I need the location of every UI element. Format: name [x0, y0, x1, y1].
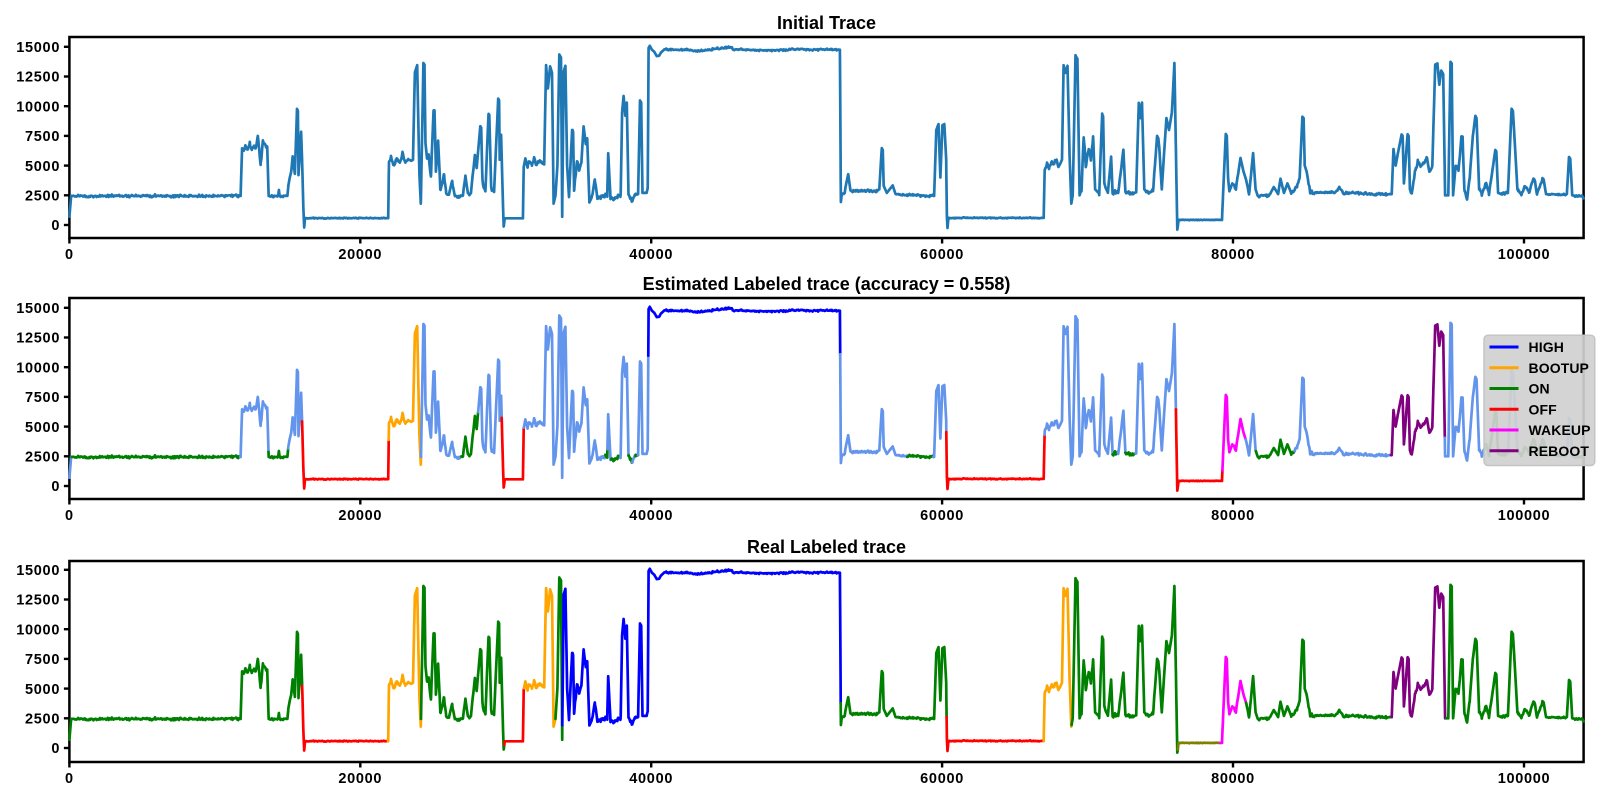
svg-text:0: 0: [65, 247, 74, 263]
svg-text:15000: 15000: [16, 40, 60, 56]
svg-text:100000: 100000: [1498, 508, 1551, 524]
svg-text:20000: 20000: [338, 508, 382, 524]
svg-text:80000: 80000: [1211, 508, 1255, 524]
svg-text:10000: 10000: [16, 99, 60, 115]
svg-text:0: 0: [65, 771, 74, 787]
svg-text:2500: 2500: [25, 450, 60, 466]
svg-text:100000: 100000: [1498, 247, 1551, 263]
svg-text:0: 0: [51, 479, 60, 495]
svg-text:ON: ON: [1529, 381, 1550, 397]
svg-text:OFF: OFF: [1529, 401, 1558, 417]
svg-text:7500: 7500: [25, 652, 60, 668]
svg-text:0: 0: [51, 218, 60, 234]
svg-text:Real Labeled trace: Real Labeled trace: [747, 537, 906, 557]
svg-text:20000: 20000: [338, 771, 382, 787]
svg-text:40000: 40000: [629, 771, 673, 787]
svg-text:15000: 15000: [16, 301, 60, 317]
svg-text:7500: 7500: [25, 129, 60, 145]
svg-text:10000: 10000: [16, 622, 60, 638]
svg-text:5000: 5000: [25, 420, 60, 436]
svg-text:2500: 2500: [25, 189, 60, 205]
svg-text:5000: 5000: [25, 159, 60, 175]
svg-text:60000: 60000: [920, 247, 964, 263]
svg-text:2500: 2500: [25, 712, 60, 728]
svg-text:20000: 20000: [338, 247, 382, 263]
svg-text:12500: 12500: [16, 593, 60, 609]
svg-text:15000: 15000: [16, 563, 60, 579]
svg-text:WAKEUP: WAKEUP: [1529, 422, 1591, 438]
svg-text:10000: 10000: [16, 360, 60, 376]
svg-text:Initial Trace: Initial Trace: [777, 13, 876, 33]
svg-text:60000: 60000: [920, 771, 964, 787]
svg-text:7500: 7500: [25, 390, 60, 406]
svg-text:0: 0: [51, 741, 60, 757]
svg-text:40000: 40000: [629, 508, 673, 524]
svg-text:12500: 12500: [16, 331, 60, 347]
svg-text:40000: 40000: [629, 247, 673, 263]
svg-text:100000: 100000: [1498, 771, 1551, 787]
svg-text:12500: 12500: [16, 70, 60, 86]
svg-text:Estimated Labeled trace (accur: Estimated Labeled trace (accuracy = 0.55…: [643, 274, 1011, 294]
svg-text:80000: 80000: [1211, 247, 1255, 263]
svg-text:REBOOT: REBOOT: [1529, 443, 1590, 459]
svg-text:80000: 80000: [1211, 771, 1255, 787]
svg-text:HIGH: HIGH: [1529, 339, 1564, 355]
svg-text:60000: 60000: [920, 508, 964, 524]
svg-text:BOOTUP: BOOTUP: [1529, 360, 1590, 376]
svg-text:5000: 5000: [25, 682, 60, 698]
svg-text:0: 0: [65, 508, 74, 524]
